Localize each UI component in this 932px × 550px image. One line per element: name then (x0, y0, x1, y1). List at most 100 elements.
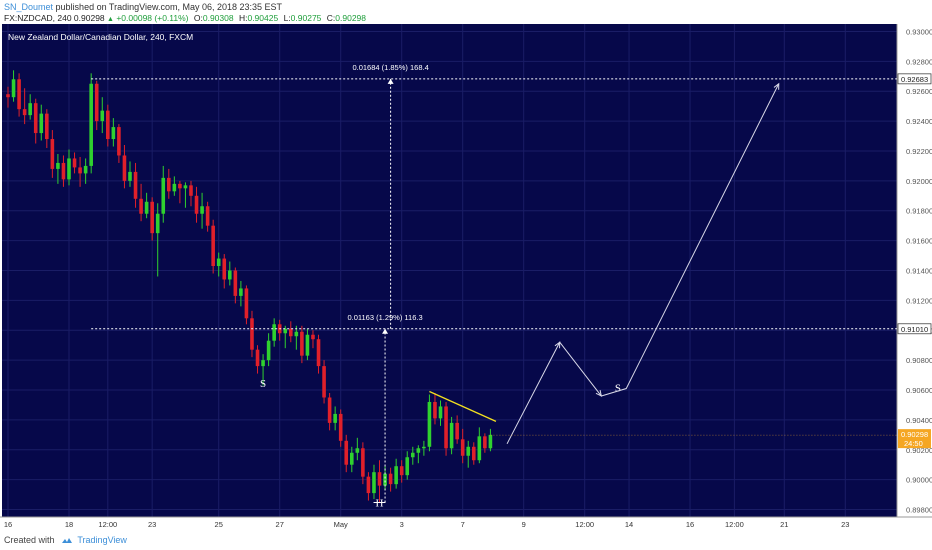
candle-body (100, 110, 105, 122)
candle-body (466, 446, 471, 456)
y-tick-label: 0.92800 (906, 57, 932, 66)
candle-body (361, 448, 365, 477)
y-tick-label: 0.91800 (906, 207, 932, 216)
candle-body (344, 440, 349, 465)
candle-body (17, 79, 21, 110)
candle-body (183, 185, 188, 189)
candle-body (300, 331, 304, 356)
open-value: 0.90308 (202, 13, 234, 23)
candle-body (94, 83, 99, 122)
chart-title: New Zealand Dollar/Canadian Dollar, 240,… (8, 32, 193, 42)
open-label: O: (193, 13, 203, 23)
candle-body (410, 452, 415, 458)
candle-body (338, 413, 343, 441)
pattern-label: S (615, 383, 621, 395)
published-text: published on TradingView.com, May 06, 20… (55, 2, 283, 12)
candle-body (155, 213, 160, 234)
candle-body (266, 340, 271, 361)
price-chart[interactable]: 0.89800 0.90000 0.90200 0.90400 0.90600 0.908… (0, 24, 932, 530)
y-tick-label: 0.91200 (906, 296, 932, 305)
y-tick-label: 0.90800 (906, 356, 932, 365)
x-tick-label: 3 (400, 520, 404, 529)
candle-body (488, 434, 493, 449)
bar-countdown-label: 24:50 (904, 439, 923, 448)
candle-body (399, 466, 404, 476)
candle-body (67, 158, 71, 180)
last-price: 0.90298 (73, 13, 105, 23)
tradingview-link[interactable]: TradingView (77, 535, 127, 545)
x-tick-label: 7 (461, 520, 465, 529)
x-tick-label: 14 (625, 520, 633, 529)
low-label: L: (283, 13, 291, 23)
x-tick-label: 21 (780, 520, 788, 529)
candle-body (189, 185, 193, 196)
candle-body (22, 109, 27, 116)
y-tick-label: 0.89800 (906, 506, 932, 515)
candle-body (305, 334, 310, 356)
candle-body (239, 288, 243, 296)
y-tick-label: 0.91600 (906, 237, 932, 246)
candle-body (455, 422, 459, 440)
candle-body (50, 139, 55, 169)
projection-arrowhead (595, 390, 603, 397)
candle-body (444, 406, 448, 449)
candle-body (283, 328, 288, 334)
y-tick-label: 0.92000 (906, 177, 932, 186)
candle-body (222, 258, 227, 280)
price-level-label: 0.91010 (901, 325, 928, 334)
x-tick-label: 27 (276, 520, 284, 529)
x-tick-label: 23 (148, 520, 156, 529)
candle-body (294, 331, 299, 337)
low-value: 0.90275 (290, 13, 322, 23)
candle-body (477, 436, 482, 461)
candle-body (117, 127, 121, 156)
candle-body (311, 334, 315, 340)
candle-body (11, 79, 16, 98)
y-tick-label: 0.92400 (906, 117, 932, 126)
candle-body (349, 452, 354, 465)
candle-body (150, 201, 154, 234)
author-link[interactable]: SN_Doumet (4, 2, 54, 12)
candle-body (471, 446, 476, 461)
symbol-label[interactable]: FX:NZDCAD, 240 (4, 13, 72, 23)
candle-body (333, 413, 337, 423)
candle-body (449, 422, 454, 449)
candle-body (178, 183, 182, 189)
y-tick-label: 0.90400 (906, 416, 932, 425)
pattern-label: H (376, 498, 384, 510)
candle-body (394, 466, 398, 485)
candle-body (383, 473, 387, 486)
created-with-text: Created with (4, 535, 55, 545)
close-label: C: (326, 13, 336, 23)
candle-body (122, 155, 127, 181)
candle-body (388, 473, 393, 485)
candle-body (422, 446, 426, 449)
y-tick-label: 0.91400 (906, 267, 932, 276)
candle-body (261, 360, 265, 367)
symbol-bar: FX:NZDCAD, 240 0.90298 ▲ +0.00098 (+0.11… (4, 13, 369, 23)
y-tick-label: 0.90200 (906, 446, 932, 455)
candle-body (255, 349, 260, 367)
candle-body (128, 171, 132, 181)
candle-body (56, 162, 60, 169)
publish-info: SN_Doumet published on TradingView.com, … (4, 2, 282, 12)
candle-body (72, 158, 77, 168)
candle-body (139, 198, 143, 214)
price-change: +0.00098 (+0.11%) (116, 13, 189, 23)
x-tick-label: 9 (522, 520, 526, 529)
x-tick-label: 23 (841, 520, 849, 529)
candle-body (144, 201, 149, 214)
candle-body (89, 83, 93, 166)
candle-body (106, 110, 110, 140)
x-tick-label: May (334, 520, 348, 529)
candle-body (438, 406, 443, 419)
high-label: H: (238, 13, 248, 23)
candle-body (161, 177, 166, 214)
x-tick-label: 25 (215, 520, 223, 529)
up-triangle-icon: ▲ (107, 16, 114, 23)
projection-arrowhead (554, 341, 561, 349)
y-tick-label: 0.92200 (906, 147, 932, 156)
candle-body (211, 225, 215, 267)
candle-body (216, 258, 221, 267)
y-tick-label: 0.90000 (906, 476, 932, 485)
